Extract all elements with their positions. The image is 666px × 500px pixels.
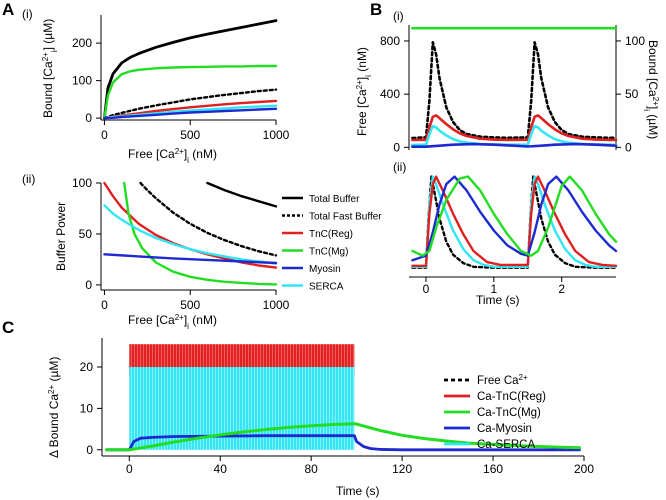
- series-aii-myosin: [103, 253, 278, 265]
- y2tick-label-bi-0: 0: [625, 140, 632, 154]
- series-ai-tnc-mg: [103, 64, 278, 120]
- series-aii-total-fast-buffer: [139, 181, 278, 257]
- legend-a: Total Buffer Total Fast Buffer TnC(Reg) TnC…: [282, 194, 382, 293]
- series-c-myosin: [105, 434, 581, 452]
- xtick-label-bii-2: 2: [558, 282, 565, 296]
- xtick-label-c-120: 120: [392, 462, 412, 476]
- xtick-label-c-0: 0: [126, 462, 133, 476]
- xtick-label-c-200: 200: [574, 462, 594, 476]
- ytick-label-bi-800: 800: [380, 34, 400, 48]
- series-bii-tnc-mg: [411, 175, 618, 257]
- panel-bii-plot-area: [411, 175, 618, 269]
- ytick-label-ai-100: 100: [72, 74, 92, 88]
- panel-ai-ticks: 0 500 1000 0 100 200: [72, 36, 290, 142]
- legend-c-label-free-ca: Free Ca2+: [477, 373, 528, 388]
- xtick-label-bii-1: 1: [490, 282, 497, 296]
- panel-bi: 0 400 800 0 50 100 Free [Ca2+]i (nM) Bound [C…: [355, 25, 661, 154]
- panel-aii-ylabel: Buffer Power: [54, 202, 68, 271]
- subpanel-label-bii: (ii): [393, 160, 406, 174]
- ytick-label-bi-0: 0: [393, 140, 400, 154]
- panel-bii: 0 1 2 Time (s): [409, 175, 618, 307]
- band-c-stripes-serca-oscillation: [130, 366, 354, 450]
- series-bi-serca: [411, 124, 618, 147]
- series-aii-total-buffer: [206, 181, 278, 208]
- legend-c-label-ca-myosin: Ca-Myosin: [477, 423, 532, 435]
- legend-a-label-total-buffer: Total Buffer: [309, 194, 360, 205]
- panel-letter-a: A: [2, 0, 14, 19]
- legend-a-label-total-fast-buffer: Total Fast Buffer: [309, 212, 382, 223]
- ytick-label-bi-400: 400: [380, 87, 400, 101]
- series-ai-total-buffer: [103, 19, 278, 120]
- panel-c-xlabel: Time (s): [336, 484, 380, 498]
- legend-a-label-myosin: Myosin: [309, 264, 341, 275]
- xtick-label-ai-1000: 1000: [263, 128, 290, 142]
- panel-letter-b: B: [370, 0, 382, 19]
- panel-aii-plot-area: [103, 181, 278, 286]
- legend-a-label-tnc-mg: TnC(Mg): [309, 247, 348, 258]
- panel-bi-ticks: 0 400 800 0 50 100: [380, 34, 645, 154]
- series-aii-tnc-mg: [123, 181, 278, 286]
- xtick-label-aii-1000: 1000: [263, 298, 290, 312]
- ytick-label-ai-0: 0: [85, 111, 92, 125]
- xtick-label-ai-0: 0: [101, 128, 108, 142]
- xtick-label-c-40: 40: [214, 462, 228, 476]
- legend-a-label-tnc-reg: TnC(Reg): [309, 229, 353, 240]
- panel-c-plot-area: [105, 344, 581, 452]
- legend-c-label-ca-tnc-reg: Ca-TnC(Reg): [477, 391, 546, 403]
- xtick-label-c-160: 160: [483, 462, 503, 476]
- series-ai-myosin: [103, 107, 278, 120]
- panel-bi-plot-area: [411, 26, 618, 148]
- subpanel-label-ai: (i): [22, 7, 33, 21]
- ytick-label-aii-50: 50: [79, 227, 93, 241]
- panel-aii-ticks: 0 500 1000 0 50 100: [72, 176, 290, 312]
- xtick-label-bii-0: 0: [423, 282, 430, 296]
- series-bi-tnc-reg: [411, 114, 618, 142]
- panel-ai-plot-area: [103, 19, 278, 120]
- subpanel-label-aii: (ii): [22, 172, 35, 186]
- legend-c-label-ca-tnc-mg: Ca-TnC(Mg): [477, 407, 541, 419]
- panel-ai: 0 500 1000 0 100 200 Bound [Ca2+i] (µM) Free …: [41, 15, 290, 165]
- ytick-label-aii-100: 100: [72, 176, 92, 190]
- ytick-label-c-0: 0: [86, 443, 93, 457]
- ytick-label-aii-0: 0: [85, 278, 92, 292]
- subpanel-label-bi: (i): [393, 9, 404, 23]
- xtick-label-c-80: 80: [304, 462, 318, 476]
- legend-a-label-serca: SERCA: [309, 282, 344, 293]
- panel-ai-xlabel: Free [Ca2+]i (nM): [128, 147, 217, 165]
- panel-c-ylabel: Δ Bound Ca2+ (µM): [47, 357, 62, 458]
- panel-bi-y2label: Bound [Ca2+]i (µM): [643, 40, 661, 139]
- series-ai-total-fast-buffer: [103, 88, 278, 120]
- legend-c-label-ca-serca: Ca-SERCA: [477, 439, 535, 451]
- panel-letter-c: C: [2, 318, 14, 337]
- series-bi-myosin: [411, 142, 618, 148]
- ytick-label-c-20: 20: [80, 360, 94, 374]
- xtick-label-aii-0: 0: [101, 298, 108, 312]
- panel-bii-xlabel: Time (s): [476, 293, 520, 307]
- panel-aii-xlabel: Free [Ca2+]i (nM): [128, 313, 217, 331]
- series-c-tnc-mg: [105, 422, 581, 452]
- xtick-label-aii-500: 500: [180, 298, 200, 312]
- ytick-label-ai-200: 200: [72, 36, 92, 50]
- series-bii-tnc-reg: [411, 175, 618, 267]
- series-bi-free-ca2: [411, 41, 618, 140]
- panel-c: 0 40 80 120 160 200 0 10 20 Δ Bound Ca2+ (µM) Ti…: [47, 338, 595, 498]
- xtick-label-ai-500: 500: [180, 128, 200, 142]
- panel-c-ticks: 0 40 80 120 160 200 0 10 20: [80, 360, 595, 476]
- panel-bii-ticks: 0 1 2: [423, 277, 565, 296]
- y2tick-label-bi-50: 50: [625, 87, 639, 101]
- y2tick-label-bi-100: 100: [625, 34, 645, 48]
- panel-bi-ylabel: Free [Ca2+]i (nM): [355, 47, 373, 136]
- panel-ai-ylabel: Bound [Ca2+i] (µM): [41, 19, 59, 118]
- legend-c: Free Ca2+ Ca-TnC(Reg) Ca-TnC(Mg) Ca-Myosin C…: [444, 373, 546, 451]
- ytick-label-c-10: 10: [80, 401, 94, 415]
- panel-aii: 0 500 1000 0 50 100 Buffer Power Free [Ca2+]i…: [54, 176, 290, 331]
- series-aii-serca: [103, 204, 278, 265]
- series-bii-myosin: [411, 175, 618, 262]
